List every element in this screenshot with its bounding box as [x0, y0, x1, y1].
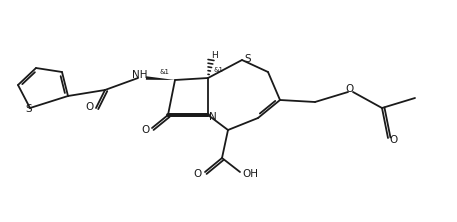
Text: H: H: [211, 52, 218, 61]
Text: S: S: [26, 104, 32, 114]
Text: OH: OH: [242, 169, 258, 179]
Polygon shape: [146, 76, 175, 80]
Text: &1: &1: [160, 69, 170, 75]
Text: NH: NH: [132, 70, 148, 80]
Text: O: O: [389, 135, 397, 145]
Text: S: S: [244, 54, 251, 64]
Text: N: N: [209, 112, 217, 122]
Text: O: O: [85, 102, 93, 112]
Text: O: O: [346, 84, 354, 94]
Text: O: O: [142, 125, 150, 135]
Text: O: O: [193, 169, 201, 179]
Text: &1: &1: [213, 67, 223, 73]
